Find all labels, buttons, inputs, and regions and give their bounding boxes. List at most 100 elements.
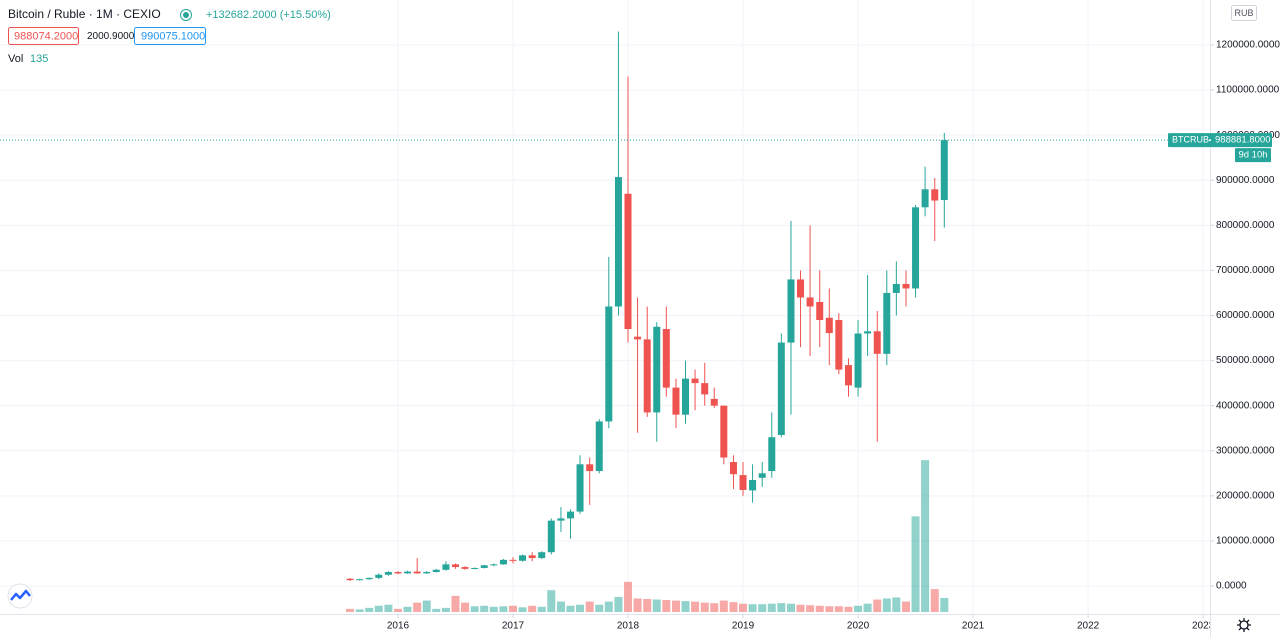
logo[interactable] bbox=[7, 583, 33, 609]
volume-bar bbox=[681, 601, 690, 612]
volume-bar bbox=[624, 581, 633, 612]
separator bbox=[1209, 139, 1211, 142]
volume-bar bbox=[758, 604, 767, 612]
volume-bar bbox=[393, 608, 402, 612]
currency-button[interactable] bbox=[1231, 5, 1257, 21]
volume-bar bbox=[604, 601, 613, 612]
candle-body bbox=[653, 326, 661, 413]
volume-bar bbox=[902, 601, 911, 612]
x-tick-label: 2021 bbox=[962, 621, 985, 632]
y-tick-label: 400000.0000 bbox=[1216, 400, 1275, 411]
candle-body bbox=[413, 571, 421, 574]
candle-body bbox=[806, 297, 814, 307]
volume-bar bbox=[921, 460, 930, 612]
x-tick-label: 2020 bbox=[847, 621, 870, 632]
countdown-tag bbox=[1235, 148, 1271, 163]
volume-value: 135 bbox=[30, 53, 48, 65]
candle-body bbox=[729, 462, 737, 475]
symbol-title: Bitcoin / Ruble · 1M · CEXIO bbox=[8, 7, 161, 21]
candle-body bbox=[509, 559, 517, 561]
ask-box[interactable] bbox=[134, 27, 206, 45]
volume-bar bbox=[786, 603, 795, 612]
volume-title: Vol bbox=[8, 53, 23, 65]
volume-bar bbox=[662, 600, 671, 612]
last-price-tag bbox=[1168, 133, 1272, 148]
candle-body bbox=[758, 473, 766, 478]
volume-bar bbox=[346, 608, 355, 612]
candle-body bbox=[432, 569, 440, 573]
volume-bar bbox=[537, 606, 546, 612]
volume-bar bbox=[796, 604, 805, 612]
volume-bar bbox=[365, 607, 374, 612]
candle-body bbox=[423, 572, 431, 574]
candle-body bbox=[394, 572, 402, 574]
candle-body bbox=[701, 383, 709, 395]
candle-body bbox=[595, 421, 603, 472]
y-tick-label: 1200000.0000 bbox=[1216, 40, 1280, 51]
volume-bar bbox=[518, 607, 527, 612]
volume-bar bbox=[595, 604, 604, 612]
volume-bar bbox=[374, 605, 383, 612]
market-status-dot bbox=[183, 12, 189, 18]
volume-bar bbox=[556, 601, 565, 612]
candle-body bbox=[835, 320, 843, 370]
y-tick-label: 0.0000 bbox=[1216, 581, 1247, 592]
y-tick-label: 600000.0000 bbox=[1216, 310, 1275, 321]
candle-body bbox=[624, 193, 632, 330]
change: +132682.2000 (+15.50%) bbox=[206, 9, 331, 21]
candle-body bbox=[365, 577, 373, 580]
y-tick-label: 100000.0000 bbox=[1216, 536, 1275, 547]
volume-bar bbox=[489, 606, 498, 612]
candle-body bbox=[557, 518, 565, 521]
candle-body bbox=[691, 378, 699, 384]
volume-bar bbox=[844, 606, 853, 612]
x-tick-label: 2023 bbox=[1192, 621, 1215, 632]
bid-box[interactable] bbox=[8, 27, 79, 45]
x-axis-labels: 2016 2017 2018 2019 2020 2021 2022 2023 bbox=[387, 621, 1215, 632]
volume-bar bbox=[863, 603, 872, 612]
settings-icon[interactable] bbox=[1237, 618, 1251, 632]
volume-bar bbox=[748, 604, 757, 612]
candle-body bbox=[940, 140, 948, 200]
volume-bar bbox=[815, 605, 824, 612]
candle-body bbox=[710, 398, 718, 406]
candle-body bbox=[921, 189, 929, 208]
y-tick-label: 800000.0000 bbox=[1216, 220, 1275, 231]
y-tick-label: 700000.0000 bbox=[1216, 265, 1275, 276]
candle-body bbox=[892, 283, 900, 293]
volume-bar bbox=[633, 598, 642, 612]
candle-body bbox=[480, 565, 488, 568]
candle-body bbox=[442, 564, 450, 570]
currency: RUB bbox=[1234, 8, 1253, 18]
candle-body bbox=[787, 279, 795, 343]
volume-bar bbox=[585, 601, 594, 612]
volume-bar bbox=[528, 605, 537, 612]
volume-bar bbox=[825, 606, 834, 612]
candle-body bbox=[346, 578, 354, 581]
candle-body bbox=[672, 387, 680, 415]
volume-bar bbox=[700, 602, 709, 612]
volume-bar bbox=[470, 606, 479, 612]
candles bbox=[346, 31, 948, 582]
volume-bar bbox=[671, 600, 680, 612]
volume-bar bbox=[873, 599, 882, 612]
candle-body bbox=[816, 301, 824, 321]
candle-body bbox=[873, 331, 881, 354]
candle-body bbox=[749, 480, 757, 491]
volume-bar bbox=[355, 609, 364, 612]
last-price-label: 988881.8000 bbox=[1215, 135, 1270, 146]
candle-body bbox=[519, 555, 527, 561]
volume-bar bbox=[777, 603, 786, 612]
y-tick-label: 300000.0000 bbox=[1216, 445, 1275, 456]
x-tick-label: 2016 bbox=[387, 621, 410, 632]
candle-body bbox=[797, 279, 805, 298]
candle-body bbox=[825, 317, 833, 334]
countdown: 9d 10h bbox=[1238, 150, 1267, 161]
candle-body bbox=[471, 567, 479, 569]
candle-body bbox=[451, 564, 459, 568]
candle-body bbox=[883, 292, 891, 354]
x-tick-label: 2019 bbox=[732, 621, 755, 632]
volume-bar bbox=[729, 602, 738, 612]
